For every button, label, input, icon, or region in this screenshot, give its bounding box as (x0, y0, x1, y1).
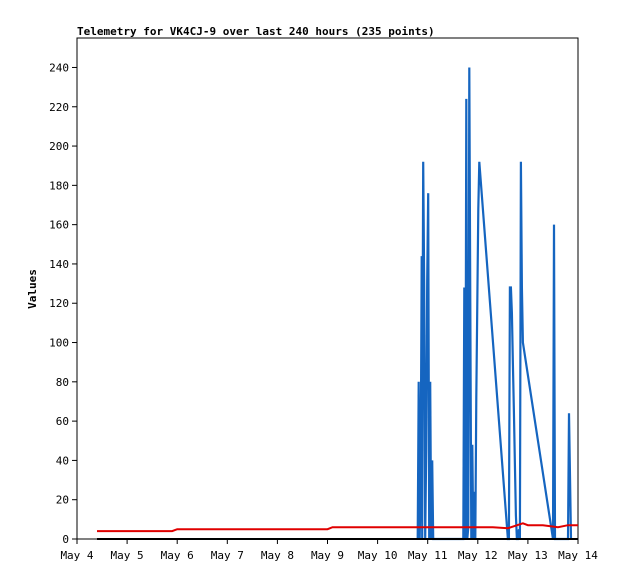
x-axis: May 4 May 5 May 6 May 7 May 8 May 9 May 10 May … (60, 539, 598, 562)
series-group (97, 67, 578, 541)
y-tick-label: 0 (62, 533, 69, 546)
y-tick-label: 240 (49, 61, 69, 74)
y-tick-label: 120 (49, 297, 69, 310)
y-tick-label: 140 (49, 258, 69, 271)
x-tick-label: May 10 (358, 549, 398, 562)
x-tick-label: May 9 (311, 549, 344, 562)
x-tick-label: May 7 (211, 549, 244, 562)
y-axis: 0 20 40 60 80 100 120 140 160 180 200 220 240 (49, 61, 77, 546)
chart-title: Telemetry for VK4CJ-9 over last 240 hour… (77, 25, 435, 38)
x-tick-label: May 11 (408, 549, 448, 562)
y-axis-title: Values (26, 269, 39, 309)
series-line-2 (97, 522, 578, 533)
y-tick-label: 80 (56, 376, 69, 389)
y-tick-label: 180 (49, 179, 69, 192)
x-tick-label: May 5 (111, 549, 144, 562)
x-tick-label: May 14 (558, 549, 598, 562)
y-tick-label: 20 (56, 494, 69, 507)
x-tick-label: May 13 (508, 549, 548, 562)
x-tick-label: May 4 (60, 549, 93, 562)
y-tick-label: 100 (49, 337, 69, 350)
y-tick-label: 160 (49, 219, 69, 232)
x-tick-label: May 6 (161, 549, 194, 562)
x-tick-label: May 12 (458, 549, 498, 562)
x-tick-label: May 8 (261, 549, 294, 562)
y-tick-label: 40 (56, 454, 69, 467)
y-tick-label: 60 (56, 415, 69, 428)
y-tick-label: 200 (49, 140, 69, 153)
y-tick-label: 220 (49, 101, 69, 114)
